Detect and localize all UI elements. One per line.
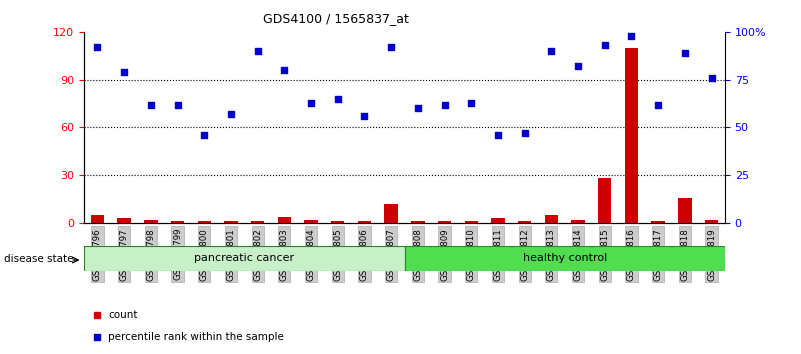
Point xyxy=(518,130,531,136)
Point xyxy=(572,63,585,69)
Text: healthy control: healthy control xyxy=(522,253,607,263)
Point xyxy=(278,67,291,73)
Bar xyxy=(198,222,211,223)
Bar xyxy=(358,222,371,223)
Point xyxy=(358,113,371,119)
Bar xyxy=(331,222,344,223)
Bar xyxy=(518,222,531,223)
Bar xyxy=(438,222,451,223)
Bar xyxy=(171,222,184,223)
Point xyxy=(438,102,451,107)
Point xyxy=(598,42,611,48)
Bar xyxy=(384,204,398,223)
Point xyxy=(492,132,505,138)
Point xyxy=(652,102,665,107)
Bar xyxy=(405,246,725,271)
Bar xyxy=(91,215,104,223)
Text: pancreatic cancer: pancreatic cancer xyxy=(195,253,295,263)
Point xyxy=(224,111,237,117)
Point xyxy=(198,132,211,138)
Bar xyxy=(625,48,638,223)
Bar xyxy=(84,246,405,271)
Point xyxy=(384,44,397,50)
Bar xyxy=(545,215,558,223)
Point xyxy=(625,33,638,39)
Point xyxy=(545,48,557,54)
Text: count: count xyxy=(108,310,138,320)
Bar xyxy=(571,220,585,223)
Point xyxy=(252,48,264,54)
Point xyxy=(171,102,184,107)
Bar xyxy=(118,218,131,223)
Point xyxy=(332,96,344,102)
Bar xyxy=(144,220,158,223)
Bar xyxy=(465,222,478,223)
Point xyxy=(91,44,104,50)
Bar xyxy=(278,217,291,223)
Point xyxy=(465,100,477,105)
Point xyxy=(678,50,691,56)
Bar xyxy=(678,198,691,223)
Point xyxy=(118,69,131,75)
Bar xyxy=(224,222,238,223)
Point xyxy=(412,105,425,111)
Bar xyxy=(304,220,318,223)
Point xyxy=(304,100,317,105)
Point xyxy=(91,312,103,318)
Bar xyxy=(651,222,665,223)
Bar xyxy=(411,222,425,223)
Point xyxy=(144,102,157,107)
Bar xyxy=(491,218,505,223)
Text: disease state: disease state xyxy=(4,254,74,264)
Text: percentile rank within the sample: percentile rank within the sample xyxy=(108,332,284,342)
Point xyxy=(705,75,718,81)
Bar xyxy=(705,220,718,223)
Bar xyxy=(598,178,611,223)
Point xyxy=(91,334,103,339)
Text: GDS4100 / 1565837_at: GDS4100 / 1565837_at xyxy=(264,12,409,25)
Bar xyxy=(251,222,264,223)
